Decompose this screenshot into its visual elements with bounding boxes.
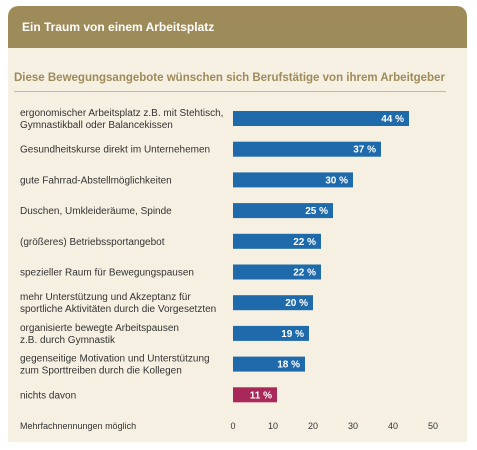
bar-value-label: 19 %	[281, 329, 304, 340]
category-label: organisierte bewegte Arbeitspausen z.B. d…	[20, 323, 179, 346]
category-label: Gesundheitskurse direkt im Unternehemen	[20, 145, 210, 156]
x-tick-label: 30	[348, 421, 358, 431]
x-tick-label: 20	[308, 421, 318, 431]
bar-value-label: 37 %	[353, 145, 376, 156]
category-label: ergonomischer Arbeitsplatz z.B. mit Steh…	[20, 108, 223, 131]
bar-value-label: 30 %	[325, 175, 348, 186]
x-tick-label: 0	[230, 421, 235, 431]
bar-value-label: 25 %	[305, 206, 328, 217]
category-label: gegenseitige Motivation und Unterstützun…	[20, 354, 210, 377]
x-tick-label: 40	[388, 421, 398, 431]
bar	[233, 172, 353, 188]
header-title: Ein Traum von einem Arbeitsplatz	[22, 20, 215, 34]
bar	[233, 111, 409, 126]
category-label: (größeres) Betriebssportangebot	[20, 237, 165, 248]
title-divider	[14, 91, 446, 92]
bar	[233, 141, 381, 157]
header-bar: Ein Traum von einem Arbeitsplatz	[8, 6, 467, 48]
category-label: gute Fahrrad-Abstellmöglichkeiten	[20, 175, 172, 186]
bar-value-label: 22 %	[293, 237, 316, 248]
bar	[233, 203, 333, 219]
footnote: Mehrfachnennungen möglich	[20, 421, 136, 431]
x-tick-label: 50	[428, 421, 438, 431]
bar	[233, 295, 313, 311]
bar	[233, 356, 305, 372]
bar	[233, 264, 321, 280]
chart-title: Diese Bewegungsangebote wünschen sich Be…	[14, 72, 445, 84]
bar-value-label: 20 %	[285, 298, 308, 309]
bar	[233, 325, 309, 341]
bar	[233, 233, 321, 249]
bar	[233, 387, 277, 403]
category-label: mehr Unterstützung und Akzeptanz für spor…	[20, 292, 216, 315]
category-label: nichts davon	[20, 390, 76, 401]
category-label: spezieller Raum für Bewegungspausen	[20, 268, 194, 279]
bar-value-label: 22 %	[293, 268, 316, 279]
bar-value-label: 11 %	[250, 390, 272, 401]
x-tick-label: 10	[268, 421, 278, 431]
bar-value-label: 44 %	[381, 114, 404, 125]
category-label: Duschen, Umkleideräume, Spinde	[20, 206, 172, 217]
bar-value-label: 18 %	[277, 360, 300, 371]
